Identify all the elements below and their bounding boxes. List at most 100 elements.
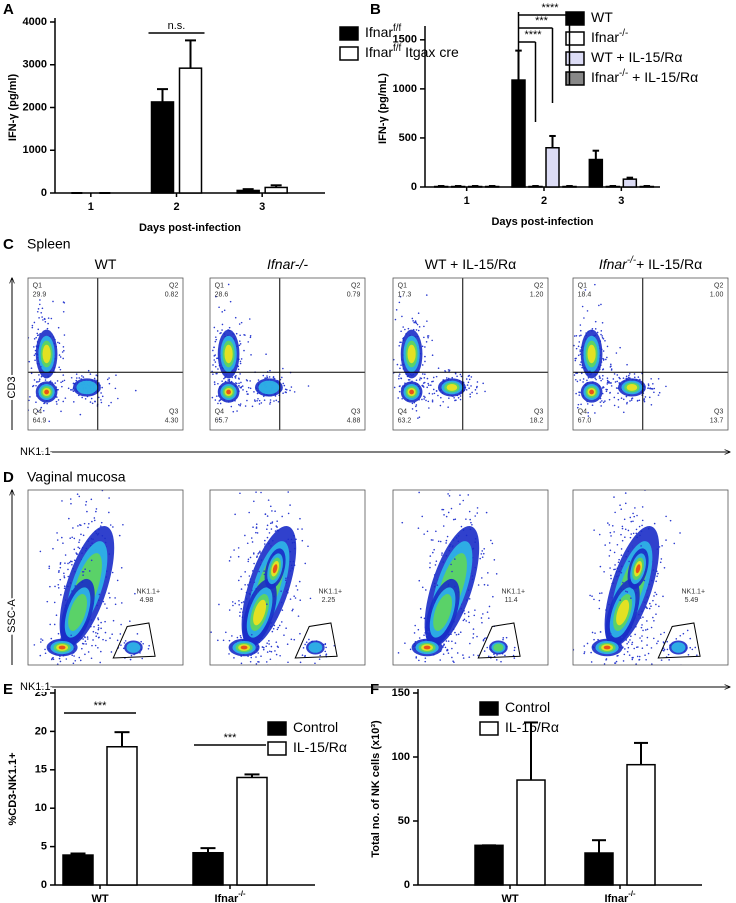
event-dot: [425, 399, 427, 402]
event-dot: [481, 556, 484, 558]
event-dot: [257, 660, 259, 663]
event-dot: [78, 539, 81, 541]
event-dot: [645, 658, 647, 661]
event-dot: [270, 683, 272, 685]
event-dot: [229, 300, 232, 303]
event-dot: [270, 713, 272, 715]
event-dot: [418, 326, 421, 328]
text-part: Itgax cre: [401, 44, 459, 60]
event-dot: [63, 349, 65, 352]
bar: [192, 851, 224, 886]
legend-swatch: [267, 741, 287, 756]
event-dot: [297, 528, 299, 530]
event-dot: [204, 388, 206, 390]
event-dot: [648, 607, 651, 610]
event-dot: [229, 556, 232, 558]
event-dot: [622, 660, 625, 662]
event-dot: [247, 584, 249, 586]
text-part: IL-15/Rα: [505, 719, 559, 735]
plot-frame: [27, 489, 184, 666]
event-dot: [212, 373, 214, 375]
event-dot: [660, 558, 663, 560]
event-dot: [117, 397, 119, 400]
event-dot: [213, 359, 216, 361]
event-dot: [610, 577, 612, 580]
event-dot: [244, 571, 246, 573]
event-dot: [81, 396, 83, 399]
event-dot: [641, 524, 643, 527]
y-tick-label: 15: [35, 764, 47, 776]
event-dot: [266, 528, 268, 531]
event-dot: [204, 354, 206, 356]
event-dot: [631, 397, 634, 399]
event-dot: [610, 535, 612, 537]
event-dot: [620, 508, 623, 511]
event-dot: [637, 683, 639, 685]
event-dot: [274, 530, 277, 532]
density-contour: [258, 380, 280, 395]
event-dot: [274, 510, 276, 512]
event-dot: [495, 659, 498, 661]
event-dot: [627, 646, 630, 649]
event-dot: [439, 540, 442, 543]
event-dot: [649, 602, 651, 605]
event-dot: [416, 487, 418, 489]
event-dot: [218, 306, 220, 309]
event-dot: [64, 397, 67, 399]
event-dot: [82, 534, 85, 537]
event-dot: [39, 654, 42, 657]
text-part: WT: [95, 256, 117, 272]
event-dot: [42, 409, 45, 412]
event-dot: [217, 639, 219, 642]
event-dot: [610, 382, 612, 384]
event-dot: [284, 671, 286, 673]
event-dot: [430, 539, 433, 541]
event-dot: [605, 358, 607, 361]
event-dot: [280, 590, 282, 593]
event-dot: [454, 372, 457, 375]
event-dot: [71, 654, 74, 657]
event-dot: [238, 599, 240, 602]
quadrant-value: 63.2: [398, 418, 412, 425]
event-dot: [471, 391, 473, 394]
event-dot: [425, 341, 428, 343]
event-dot: [502, 637, 505, 639]
event-dot: [240, 636, 242, 639]
event-dot: [63, 572, 65, 575]
event-dot: [60, 410, 62, 413]
event-dot: [641, 624, 643, 626]
event-dot: [609, 392, 611, 394]
event-dot: [476, 512, 479, 514]
event-dot: [215, 295, 217, 298]
event-dot: [221, 329, 223, 331]
event-dot: [87, 651, 90, 653]
panel-label: E: [3, 681, 13, 698]
event-dot: [210, 631, 212, 633]
event-dot: [635, 646, 638, 649]
event-dot: [35, 384, 37, 387]
event-dot: [647, 384, 650, 387]
event-dot: [29, 396, 31, 398]
event-dot: [434, 564, 437, 566]
event-dot: [658, 605, 660, 608]
density-contour: [635, 564, 641, 574]
event-dot: [265, 353, 267, 355]
event-dot: [682, 632, 685, 635]
event-dot: [106, 378, 109, 381]
event-dot: [213, 326, 216, 329]
event-dot: [441, 508, 443, 511]
event-dot: [270, 645, 273, 648]
event-dot: [63, 587, 66, 590]
event-dot: [429, 555, 432, 557]
event-dot: [299, 483, 301, 485]
event-dot: [422, 386, 425, 388]
event-dot: [62, 542, 64, 544]
event-dot: [468, 374, 471, 377]
event-dot: [234, 602, 237, 605]
event-dot: [33, 354, 36, 357]
event-dot: [451, 692, 453, 694]
event-dot: [48, 565, 51, 568]
event-dot: [249, 660, 252, 663]
event-dot: [628, 372, 631, 375]
event-dot: [241, 611, 244, 613]
